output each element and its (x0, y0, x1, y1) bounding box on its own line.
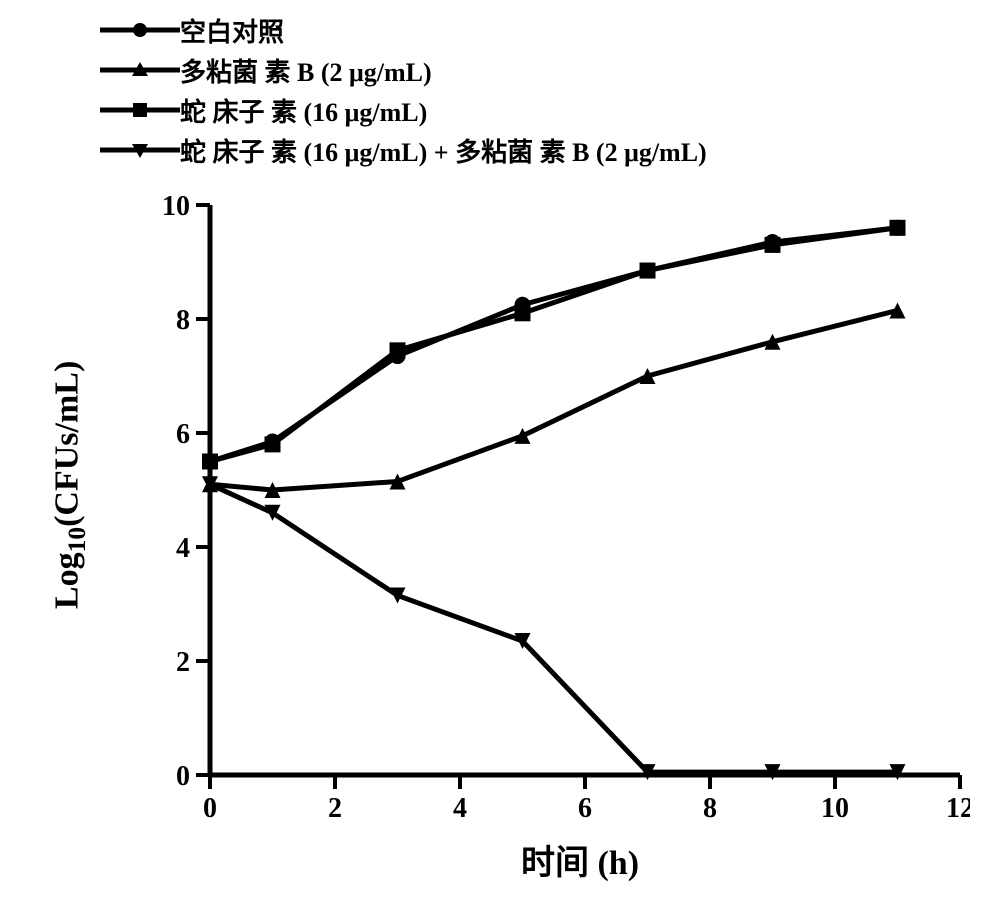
legend: 空白对照 多粘菌 素 B (2 μg/mL) 蛇 床子 素 (16 μg/mL)… (100, 10, 707, 170)
series-blank-control (202, 220, 906, 470)
legend-marker-triangle-up-icon (100, 50, 180, 90)
series-line (210, 484, 898, 772)
legend-label: 空白对照 (180, 12, 284, 49)
series-polymyxin-b-2 (202, 302, 906, 498)
legend-marker-square-icon (100, 90, 180, 130)
x-axis-label: 时间 (h) (200, 835, 960, 884)
series-line (210, 228, 898, 462)
page: 空白对照 多粘菌 素 B (2 μg/mL) 蛇 床子 素 (16 μg/mL)… (0, 0, 1000, 910)
legend-row: 蛇 床子 素 (16 μg/mL) + 多粘菌 素 B (2 μg/mL) (100, 130, 707, 170)
y-axis-label: Log10(CFUs/mL) (40, 195, 100, 775)
legend-marker-circle-icon (100, 10, 180, 50)
y-tick-label: 0 (176, 761, 190, 792)
chart: Log10(CFUs/mL) 0 2 4 6 8 10 0 2 4 6 8 10 12 时间 (h) (40, 195, 980, 895)
legend-label: 蛇 床子 素 (16 μg/mL) (180, 92, 427, 129)
legend-row: 多粘菌 素 B (2 μg/mL) (100, 50, 707, 90)
legend-row: 蛇 床子 素 (16 μg/mL) (100, 90, 707, 130)
series-osthole-16 (202, 220, 906, 470)
y-tick-label: 6 (176, 419, 190, 450)
series-osthole-16-plus-polymyxin-b-2 (202, 476, 906, 780)
legend-row: 空白对照 (100, 10, 707, 50)
x-tick-label: 0 (203, 793, 217, 824)
marker-square-icon (202, 454, 218, 470)
x-tick-label: 8 (703, 793, 717, 824)
y-tick-label: 10 (162, 195, 190, 222)
plot-area: 0 2 4 6 8 10 0 2 4 6 8 10 12 (150, 195, 970, 835)
x-tick-label: 4 (453, 793, 467, 824)
legend-label: 多粘菌 素 B (2 μg/mL) (180, 52, 432, 89)
series-line (210, 310, 898, 490)
marker-square-icon (390, 342, 406, 358)
x-tick-label: 6 (578, 793, 592, 824)
x-tick-label: 10 (821, 793, 849, 824)
marker-square-icon (265, 436, 281, 452)
x-tick-label: 2 (328, 793, 342, 824)
y-tick-label: 4 (176, 533, 190, 564)
legend-marker-triangle-down-icon (100, 130, 180, 170)
legend-label: 蛇 床子 素 (16 μg/mL) + 多粘菌 素 B (2 μg/mL) (180, 132, 707, 169)
marker-square-icon (765, 237, 781, 253)
plot-svg: 0 2 4 6 8 10 0 2 4 6 8 10 12 (150, 195, 970, 835)
marker-square-icon (890, 220, 906, 236)
marker-square-icon (640, 263, 656, 279)
x-tick-label: 12 (946, 793, 970, 824)
marker-square-icon (515, 305, 531, 321)
y-axis-label-text: Log10(CFUs/mL) (48, 361, 92, 609)
y-tick-label: 2 (176, 647, 190, 678)
series-line (210, 228, 898, 462)
y-tick-label: 8 (176, 305, 190, 336)
